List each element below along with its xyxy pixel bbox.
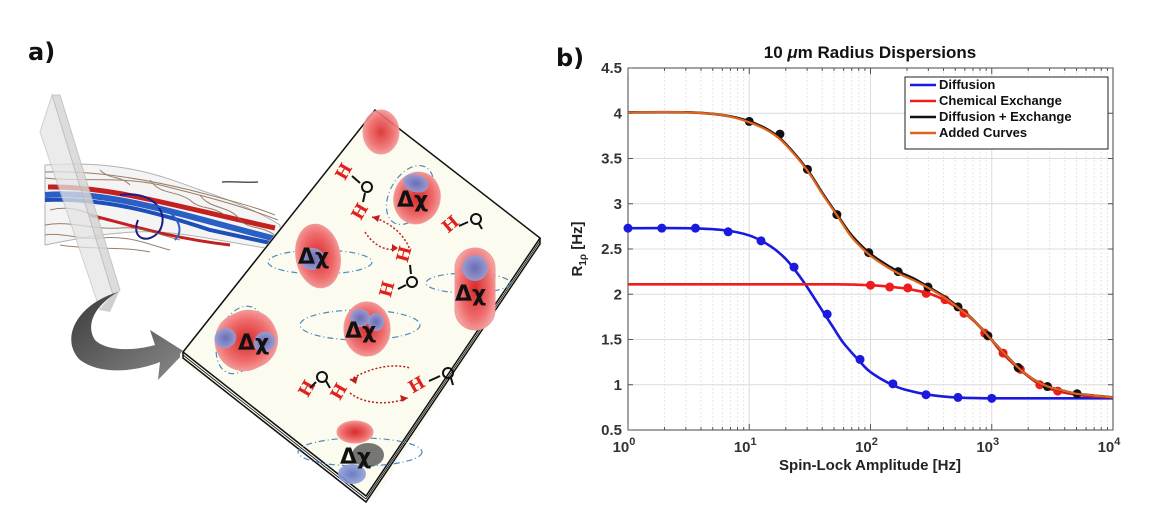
data-point-chemical-exchange bbox=[866, 280, 875, 290]
y-tick-label: 2.5 bbox=[601, 241, 622, 258]
data-point-diffusion bbox=[723, 227, 733, 237]
panel-a-label: a) bbox=[28, 38, 56, 66]
slice-plane-icon bbox=[39, 93, 121, 312]
x-tick-label: 101 bbox=[734, 436, 757, 456]
x-axis-title: Spin-Lock Amplitude [Hz] bbox=[779, 457, 961, 474]
y-tick-label: 0.5 bbox=[601, 422, 622, 439]
x-tick-label: 104 bbox=[1098, 436, 1122, 456]
tissue-diagram: Δχ Δχ Δχ Δχ Δχ Δχ H H H H H H H H bbox=[39, 93, 542, 504]
data-point-diffusion bbox=[690, 223, 700, 233]
y-tick-label: 3 bbox=[614, 196, 622, 213]
curved-arrow-icon bbox=[71, 292, 185, 380]
y-tick-label: 4.5 bbox=[601, 60, 622, 77]
y-tick-label: 3.5 bbox=[601, 151, 622, 168]
y-tick-label: 1 bbox=[614, 377, 622, 394]
red-blood-cell-icon bbox=[214, 109, 496, 484]
x-tick-label: 100 bbox=[613, 436, 636, 456]
series-layer bbox=[623, 110, 1114, 403]
data-point-diffusion bbox=[822, 309, 832, 319]
data-point-diffusion bbox=[921, 390, 931, 400]
data-point-chemical-exchange bbox=[885, 282, 895, 292]
panel-b-label: b) bbox=[556, 44, 585, 72]
data-point-diffusion bbox=[623, 223, 633, 233]
y-axis-title: R1ρ [Hz] bbox=[569, 221, 589, 276]
data-point-chemical-exchange bbox=[903, 283, 913, 293]
y-tick-label: 1.5 bbox=[601, 332, 622, 349]
x-tick-labels: 100 101 102 103 104 bbox=[613, 436, 1122, 456]
y-tick-label: 4 bbox=[614, 105, 623, 122]
legend-label-added-curves: Added Curves bbox=[939, 125, 1027, 140]
cell-label: Δχ bbox=[340, 445, 371, 470]
vessel-bundle-icon bbox=[44, 163, 281, 253]
x-tick-label: 102 bbox=[855, 436, 878, 456]
cell-label: Δχ bbox=[238, 331, 269, 356]
cell-label: Δχ bbox=[397, 188, 428, 213]
grid bbox=[628, 68, 1113, 430]
data-point-diffusion bbox=[987, 393, 997, 403]
legend-label-diffusion: Diffusion bbox=[939, 77, 995, 92]
data-point-diffusion bbox=[953, 392, 963, 402]
legend-label-chemical-exchange: Chemical Exchange bbox=[939, 93, 1062, 108]
legend-label-diffusion-exchange: Diffusion + Exchange bbox=[939, 109, 1072, 124]
axis-ticks bbox=[627, 67, 1113, 431]
data-point-diffusion bbox=[789, 262, 799, 272]
legend-box bbox=[904, 76, 1109, 150]
data-point-diffusion bbox=[657, 223, 667, 233]
y-tick-labels: 0.5 1 1.5 2 2.5 3 3.5 4 4.5 bbox=[601, 60, 623, 439]
cell-label: Δχ bbox=[455, 282, 486, 307]
series-line-diffusion bbox=[627, 226, 1113, 400]
cell-label: Δχ bbox=[298, 245, 329, 270]
data-point-diffusion bbox=[855, 354, 865, 364]
chart-title: 10 μm Radius Dispersions bbox=[764, 43, 976, 62]
series-line-added-curves bbox=[627, 111, 1114, 399]
x-tick-label: 103 bbox=[976, 436, 999, 456]
data-point-diffusion bbox=[756, 236, 766, 246]
hydrogen-label: H bbox=[393, 244, 416, 265]
hydrogen-label: H bbox=[376, 279, 399, 300]
y-tick-label: 2 bbox=[614, 286, 622, 303]
data-point-diffusion bbox=[888, 379, 898, 389]
cell-label: Δχ bbox=[345, 319, 376, 344]
